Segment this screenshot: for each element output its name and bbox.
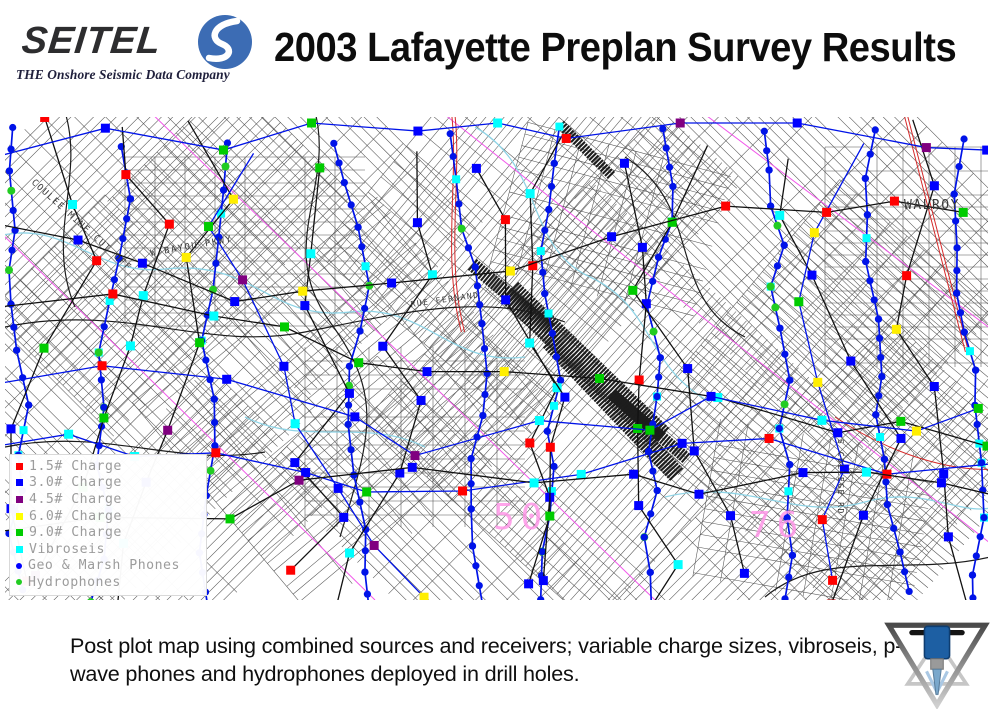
legend-marker-square-icon (16, 512, 23, 520)
legend-item: Vibroseis (16, 541, 202, 558)
legend-item-label: 9.0# Charge (29, 525, 122, 541)
seitel-logo-tagline: THE Onshore Seismic Data Company (16, 67, 230, 82)
legend-item-label: 4.5# Charge (29, 491, 122, 507)
legend-item: 4.5# Charge (16, 491, 202, 508)
legend-marker-square-icon (16, 545, 23, 553)
magenta-grid-lines (5, 117, 988, 600)
page-title: 2003 Lafayette Preplan Survey Results (274, 24, 957, 70)
seitel-logo: SEITEL THE Onshore Seismic Data Company (14, 6, 270, 92)
map-legend: 1.5# Charge 3.0# Charge 4.5# Charge 6.0# Ch… (9, 454, 207, 596)
legend-item: 9.0# Charge (16, 524, 202, 541)
survey-map: COULEE MINE CUT-OFF W BAYOU PKWY WALROY RUE… (5, 117, 988, 600)
legend-marker-dot-icon (16, 562, 22, 569)
legend-item-label: 3.0# Charge (29, 475, 122, 491)
legend-item: 1.5# Charge (16, 458, 202, 475)
highway-lines (451, 117, 988, 470)
seitel-logo-text: SEITEL (19, 20, 164, 62)
drill-rig-icon (884, 622, 990, 709)
downtown-blocks (467, 120, 691, 481)
legend-marker-square-icon (16, 479, 23, 487)
legend-item-label: 6.0# Charge (29, 508, 122, 524)
legend-item: Hydrophones (16, 574, 202, 591)
caption-text: Post plot map using combined sources and… (70, 633, 903, 686)
map-label: 50 (493, 497, 548, 538)
legend-marker-dot-icon (16, 579, 22, 586)
map-label: S COLLEGE RD (836, 439, 845, 515)
legend-marker-square-icon (16, 529, 23, 537)
legend-item-label: Geo & Marsh Phones (28, 558, 180, 574)
seitel-logo-mark-icon (198, 15, 252, 69)
legend-item-label: Hydrophones (28, 574, 121, 590)
legend-marker-square-icon (16, 462, 23, 470)
legend-item: 3.0# Charge (16, 475, 202, 492)
legend-item: 6.0# Charge (16, 508, 202, 525)
waterway-lines (5, 126, 988, 510)
map-label: 76 (749, 505, 804, 546)
map-label: WALROY (904, 198, 960, 213)
legend-marker-square-icon (16, 495, 23, 503)
legend-item: Geo & Marsh Phones (16, 558, 202, 575)
legend-item-label: 1.5# Charge (29, 458, 122, 474)
legend-item-label: Vibroseis (29, 541, 105, 557)
